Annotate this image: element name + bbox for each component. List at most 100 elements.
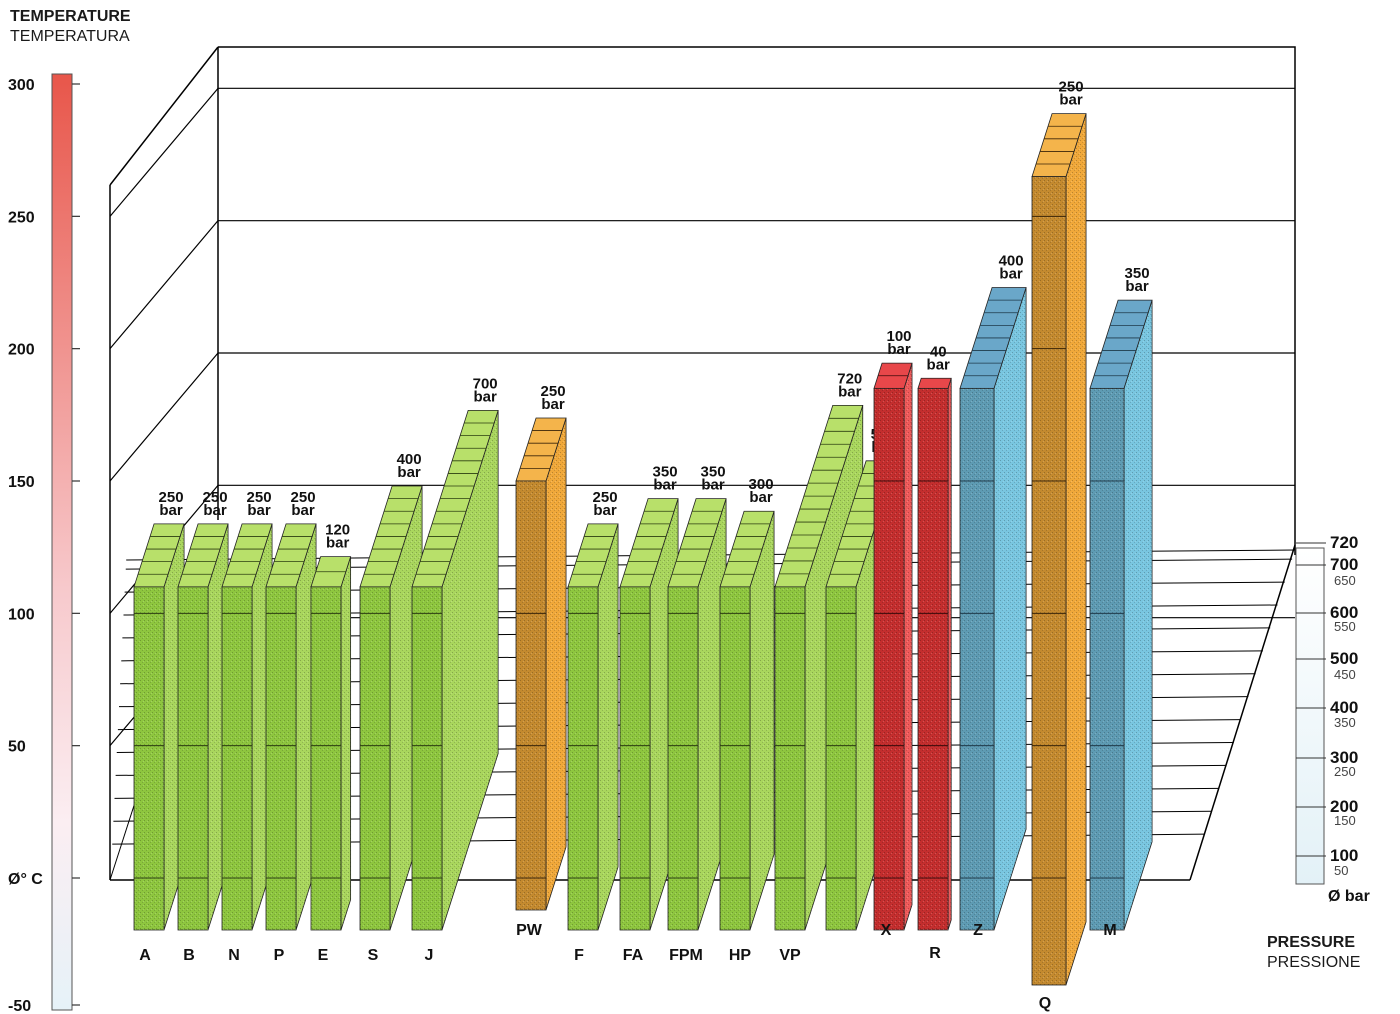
- gridline-side: [109, 87, 219, 217]
- bar-side-texture: [1124, 300, 1153, 930]
- bar-front-texture: [266, 586, 296, 930]
- temperature-tick-label: 150: [8, 474, 35, 491]
- bar-side-texture: [904, 363, 913, 930]
- bar-front-texture: [620, 586, 650, 930]
- bar-category-label: N: [228, 947, 240, 964]
- pressure-minor-tick-label: 650: [1334, 573, 1356, 588]
- bars: 250barA250barB250barN250barP120barE400ba…: [133, 79, 1153, 1012]
- bar-front-texture: [668, 586, 698, 930]
- bar-category-label: S: [368, 947, 379, 964]
- bar-front-texture: [360, 586, 390, 930]
- bar-pressure-unit: bar: [1059, 92, 1083, 109]
- bar-category-label: VP: [779, 947, 801, 964]
- bar-front-texture: [826, 586, 856, 930]
- temperature-tick-label: 50: [8, 739, 26, 756]
- pressure-axis-label: Ø bar: [1328, 888, 1370, 905]
- bar-front-texture: [311, 586, 341, 930]
- bar-pressure-value: 120: [325, 522, 350, 539]
- bar-category-label: P: [274, 947, 285, 964]
- pressure-ticks: 720 700 600 500 400 300 200 100 650 550 450 350 250 1…: [1296, 533, 1370, 905]
- bar-pressure-value: 350: [701, 464, 726, 481]
- bar-pressure-value: 40: [930, 343, 947, 360]
- bar-pressure-unit: bar: [999, 266, 1023, 283]
- bar-side-texture: [698, 498, 727, 930]
- pressure-tick-label: 300: [1330, 748, 1358, 767]
- temperature-tick-label: 300: [8, 77, 35, 94]
- bar-pressure-value: 700: [473, 375, 498, 392]
- bar-pressure-value: 400: [999, 253, 1024, 270]
- bar-side-texture: [750, 511, 775, 930]
- pressure-title: PRESSURE: [1267, 934, 1356, 951]
- pressure-minor-tick-label: 350: [1334, 715, 1356, 730]
- bar-pressure-unit: bar: [653, 477, 677, 494]
- temperature-tick-label: 200: [8, 342, 35, 359]
- bar-pressure-unit: bar: [203, 502, 227, 519]
- temperature-ticks: 300 250 200 150 100 50 Ø° C -50: [8, 77, 80, 1014]
- pressure-tick-label: 100: [1330, 846, 1358, 865]
- bar-pressure-value: 250: [541, 383, 566, 400]
- bar-pressure-unit: bar: [887, 341, 911, 358]
- bar-pressure-unit: bar: [291, 502, 315, 519]
- temperature-title: TEMPERATURE: [10, 8, 131, 25]
- pressure-minor-tick-label: 550: [1334, 619, 1356, 634]
- bar-category-label: E: [318, 947, 329, 964]
- bar-category-label: X: [881, 922, 892, 939]
- pressure-minor-tick-label: 50: [1334, 863, 1348, 878]
- bar-category-label: M: [1103, 922, 1116, 939]
- bar-front-texture: [1090, 388, 1124, 930]
- pressure-minor-tick-label: 450: [1334, 667, 1356, 682]
- temperature-tick-label: -50: [8, 998, 31, 1014]
- bar-pressure-unit: bar: [326, 535, 350, 552]
- bar-category-label: Z: [973, 922, 983, 939]
- pressure-tick-label: 500: [1330, 649, 1358, 668]
- bar-category-label: R: [929, 945, 941, 962]
- bar-front-texture: [1032, 176, 1066, 986]
- gridline-side: [109, 220, 219, 350]
- temperature-tick-label: Ø° C: [8, 871, 43, 888]
- temperature-tick-label: 250: [8, 209, 35, 226]
- bar-pressure-value: 250: [291, 489, 316, 506]
- bar-pressure-value: 250: [1059, 79, 1084, 96]
- bar-pressure-value: 250: [203, 489, 228, 506]
- bar-pressure-unit: bar: [593, 502, 617, 519]
- bar-front-texture: [134, 586, 164, 930]
- pressure-tick-label: 600: [1330, 603, 1358, 622]
- pressure-tick-label: 400: [1330, 698, 1358, 717]
- gridline-side: [109, 352, 219, 482]
- bar-pressure-unit: bar: [1125, 278, 1149, 295]
- bar-pressure-value: 250: [593, 489, 618, 506]
- bar-category-label: FA: [623, 947, 644, 964]
- bar-category-label: J: [425, 947, 434, 964]
- bar-front-texture: [222, 586, 252, 930]
- bar-pressure-value: 300: [749, 476, 774, 493]
- bar-pressure-value: 350: [653, 464, 678, 481]
- bar-front-texture: [516, 481, 546, 910]
- bar-pressure-unit: bar: [473, 388, 497, 405]
- temperature-tick-label: 100: [8, 606, 35, 623]
- bar-side-texture: [948, 378, 952, 930]
- pressure-tick-label: 700: [1330, 555, 1358, 574]
- bar-side-texture: [546, 417, 567, 910]
- bar-category-label: Q: [1039, 995, 1051, 1012]
- pressure-scale-bar: [1295, 547, 1325, 885]
- bar-category-label: FPM: [669, 947, 703, 964]
- bar-front-texture: [568, 586, 598, 930]
- bar-pressure-unit: bar: [749, 489, 773, 506]
- bar-side-texture: [994, 287, 1027, 930]
- temperature-scale-bar: [51, 73, 73, 1011]
- bar-pressure-value: 250: [159, 489, 184, 506]
- bar-pressure-unit: bar: [397, 464, 421, 481]
- bar-pressure-unit: bar: [927, 356, 951, 373]
- pressure-minor-tick-label: 250: [1334, 764, 1356, 779]
- bar-category-label: B: [183, 947, 195, 964]
